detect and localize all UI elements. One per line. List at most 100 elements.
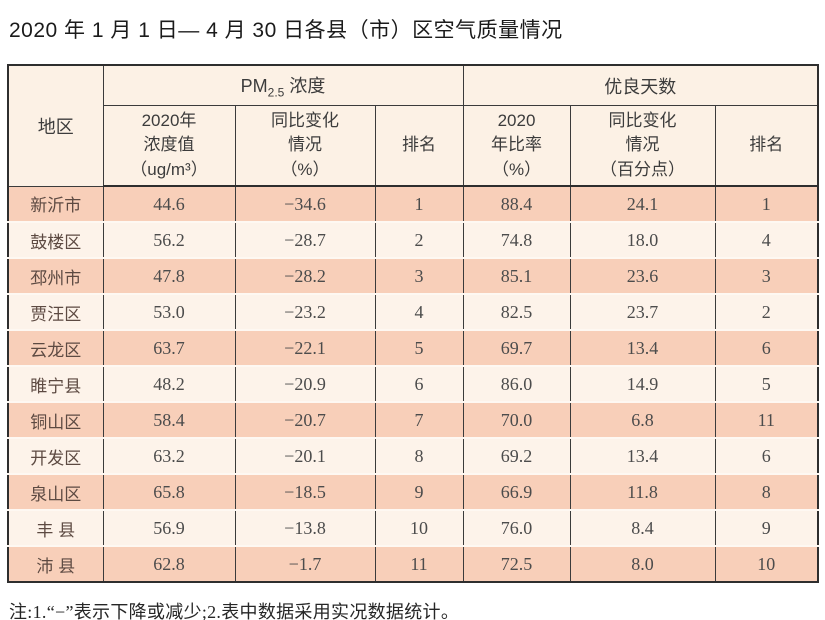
- pm-value-cell: 62.8: [102, 545, 235, 582]
- pm-change-cell: −28.2: [234, 257, 375, 294]
- days-change-cell: 13.4: [569, 437, 716, 474]
- days-rate-cell: 82.5: [462, 293, 571, 330]
- pm-change-cell: −1.7: [234, 545, 375, 582]
- pm-change-cell: −22.1: [234, 329, 375, 366]
- days-rate-cell: 86.0: [462, 365, 571, 402]
- pm-value-cell: 47.8: [102, 257, 235, 294]
- days-change-cell: 23.6: [569, 257, 716, 294]
- col-header-days-rank: 排名: [714, 105, 819, 187]
- table-row: 云龙区 63.7 −22.1 5 69.7 13.4 6: [7, 329, 819, 366]
- days-rate-cell: 66.9: [462, 473, 571, 510]
- pm-change-cell: −13.8: [234, 509, 375, 546]
- pm-rank-cell: 10: [374, 509, 464, 546]
- pm-change-cell: −18.5: [234, 473, 375, 510]
- region-cell: 贾汪区: [7, 293, 103, 330]
- days-rate-cell: 88.4: [462, 186, 571, 222]
- page-title: 2020 年 1 月 1 日— 4 月 30 日各县（市）区空气质量情况: [9, 19, 563, 42]
- days-rate-cell: 85.1: [462, 257, 571, 294]
- pm-value-cell: 63.7: [102, 329, 235, 366]
- pm-value-cell: 63.2: [102, 437, 235, 474]
- days-rank-cell: 9: [714, 509, 819, 546]
- days-rank-cell: 10: [714, 545, 819, 582]
- table-row: 新沂市 44.6 −34.6 1 88.4 24.1 1: [7, 186, 819, 222]
- pm-rank-cell: 7: [374, 401, 464, 438]
- days-change-cell: 6.8: [569, 401, 716, 438]
- days-rank-cell: 2: [714, 293, 819, 330]
- days-rate-cell: 69.7: [462, 329, 571, 366]
- table-row: 开发区 63.2 −20.1 8 69.2 13.4 6: [7, 437, 819, 474]
- region-cell: 丰 县: [7, 509, 103, 546]
- days-change-cell: 14.9: [569, 365, 716, 402]
- pm-rank-cell: 9: [374, 473, 464, 510]
- table-row: 丰 县 56.9 −13.8 10 76.0 8.4 9: [7, 509, 819, 546]
- days-rank-cell: 6: [714, 437, 819, 474]
- region-cell: 新沂市: [7, 186, 103, 222]
- pm-change-cell: −20.7: [234, 401, 375, 438]
- days-change-cell: 13.4: [569, 329, 716, 366]
- pm-value-cell: 58.4: [102, 401, 235, 438]
- header-group-row: 地区 PM2.5 浓度 优良天数: [7, 65, 819, 187]
- region-cell: 泉山区: [7, 473, 103, 510]
- table-row: 鼓楼区 56.2 −28.7 2 74.8 18.0 4: [7, 221, 819, 258]
- pm-rank-cell: 1: [374, 186, 464, 222]
- air-quality-table: 地区 PM2.5 浓度 优良天数 2020年 浓度值 （ug/m³） 同比变化 …: [7, 64, 820, 583]
- days-rank-cell: 4: [714, 221, 819, 258]
- table-row: 沛 县 62.8 −1.7 11 72.5 8.0 10: [7, 545, 819, 582]
- pm-rank-cell: 6: [374, 365, 464, 402]
- footnote: 注:1.“−”表示下降或减少;2.表中数据采用实况数据统计。: [9, 602, 460, 620]
- pm-change-cell: −20.9: [234, 365, 375, 402]
- days-rank-cell: 8: [714, 473, 819, 510]
- col-group-pm25: PM2.5 浓度: [102, 65, 464, 106]
- col-header-region: 地区: [7, 65, 103, 187]
- days-rank-cell: 3: [714, 257, 819, 294]
- days-change-cell: 8.0: [569, 545, 716, 582]
- table-row: 铜山区 58.4 −20.7 7 70.0 6.8 11: [7, 401, 819, 438]
- pm-rank-cell: 11: [374, 545, 464, 582]
- col-header-pm-rank: 排名: [374, 105, 464, 187]
- days-rate-cell: 72.5: [462, 545, 571, 582]
- region-cell: 邳州市: [7, 257, 103, 294]
- pm-value-cell: 53.0: [102, 293, 235, 330]
- pm25-label-suffix: 浓度: [284, 75, 326, 96]
- pm-rank-cell: 3: [374, 257, 464, 294]
- pm-rank-cell: 8: [374, 437, 464, 474]
- col-group-good-days: 优良天数: [462, 65, 819, 106]
- table-row: 贾汪区 53.0 −23.2 4 82.5 23.7 2: [7, 293, 819, 330]
- days-change-cell: 24.1: [569, 186, 716, 222]
- pm-change-cell: −23.2: [234, 293, 375, 330]
- col-header-pm-change: 同比变化 情况 （%）: [234, 105, 375, 187]
- pm-value-cell: 65.8: [102, 473, 235, 510]
- pm-value-cell: 44.6: [102, 186, 235, 222]
- col-header-pm-value: 2020年 浓度值 （ug/m³）: [102, 105, 235, 187]
- pm-value-cell: 48.2: [102, 365, 235, 402]
- days-change-cell: 18.0: [569, 221, 716, 258]
- table-row: 邳州市 47.8 −28.2 3 85.1 23.6 3: [7, 257, 819, 294]
- days-rate-cell: 70.0: [462, 401, 571, 438]
- days-change-cell: 11.8: [569, 473, 716, 510]
- header-sub-row: 2020年 浓度值 （ug/m³） 同比变化 情况 （%） 排名 2020 年比…: [8, 105, 819, 187]
- pm25-label-subscript: 2.5: [267, 85, 285, 100]
- days-rank-cell: 11: [714, 401, 819, 438]
- pm-rank-cell: 2: [374, 221, 464, 258]
- pm-change-cell: −34.6: [234, 186, 375, 222]
- region-cell: 鼓楼区: [7, 221, 103, 258]
- pm-value-cell: 56.2: [102, 221, 235, 258]
- col-header-days-change: 同比变化 情况 （百分点）: [569, 105, 716, 187]
- table-row: 睢宁县 48.2 −20.9 6 86.0 14.9 5: [7, 365, 819, 402]
- days-rate-cell: 76.0: [462, 509, 571, 546]
- region-cell: 睢宁县: [7, 365, 103, 402]
- pm-value-cell: 56.9: [102, 509, 235, 546]
- region-cell: 沛 县: [7, 545, 103, 582]
- pm-change-cell: −20.1: [234, 437, 375, 474]
- days-rate-cell: 69.2: [462, 437, 571, 474]
- region-cell: 开发区: [7, 437, 103, 474]
- region-cell: 云龙区: [7, 329, 103, 366]
- days-change-cell: 8.4: [569, 509, 716, 546]
- pm25-label-prefix: PM: [240, 75, 268, 96]
- days-rank-cell: 5: [714, 365, 819, 402]
- col-header-days-rate: 2020 年比率 （%）: [462, 105, 571, 187]
- days-rank-cell: 1: [714, 186, 819, 222]
- days-rate-cell: 74.8: [462, 221, 571, 258]
- pm-change-cell: −28.7: [234, 221, 375, 258]
